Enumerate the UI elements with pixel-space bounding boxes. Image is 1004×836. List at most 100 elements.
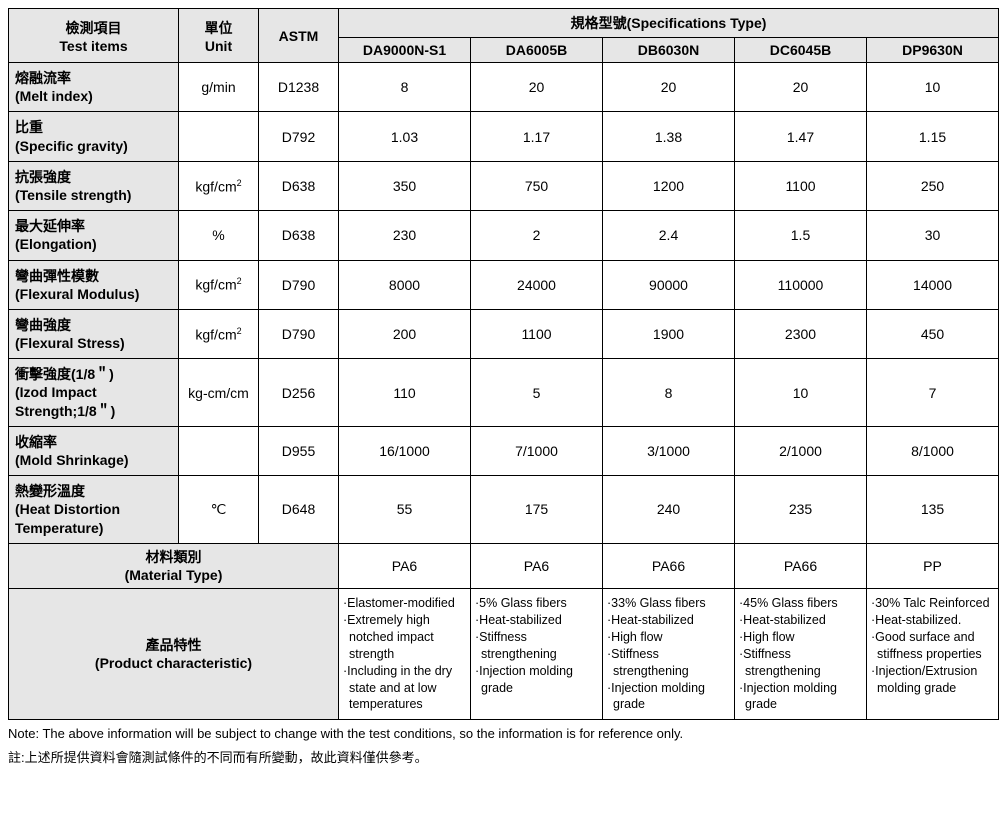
row-label: 抗張強度(Tensile strength) [9, 161, 179, 210]
characteristic-row: 產品特性 (Product characteristic) ·Elastomer… [9, 589, 999, 720]
data-cell: 250 [867, 161, 999, 210]
row-label: 熱變形溫度(Heat Distortion Temperature) [9, 476, 179, 544]
data-cell: 235 [735, 476, 867, 544]
data-cell: 10 [735, 359, 867, 427]
characteristic-line: ·Good surface and stiffness properties [871, 629, 994, 663]
table-row: 抗張強度(Tensile strength)kgf/cm2D638350750 1… [9, 161, 999, 210]
row-astm: D790 [259, 260, 339, 309]
material-0: PA6 [339, 543, 471, 588]
data-cell: 16/1000 [339, 426, 471, 475]
characteristic-line: ·5% Glass fibers [475, 595, 598, 612]
hdr-unit-en: Unit [205, 38, 232, 54]
data-cell: 30 [867, 211, 999, 260]
data-cell: 5 [471, 359, 603, 427]
data-cell: 750 [471, 161, 603, 210]
characteristic-line: ·Injection molding grade [475, 663, 598, 697]
data-cell: 3/1000 [603, 426, 735, 475]
note-zh: 註:上述所提供資料會隨測試條件的不同而有所變動，故此資料僅供參考。 [8, 748, 996, 768]
hdr-unit-zh: 單位 [205, 20, 233, 36]
characteristic-2: ·33% Glass fibers·Heat-stabilized·High f… [603, 589, 735, 720]
data-cell: 7 [867, 359, 999, 427]
data-cell: 240 [603, 476, 735, 544]
data-cell: 8 [339, 63, 471, 112]
hdr-spec-3: DC6045B [735, 38, 867, 63]
characteristic-line: ·45% Glass fibers [739, 595, 862, 612]
hdr-spec-1: DA6005B [471, 38, 603, 63]
row-astm: D638 [259, 161, 339, 210]
row-astm: D648 [259, 476, 339, 544]
characteristic-line: ·Elastomer-modified [343, 595, 466, 612]
row-unit: kg-cm/cm [179, 359, 259, 427]
characteristic-line: ·33% Glass fibers [607, 595, 730, 612]
characteristic-line: ·Including in the dry state and at low t… [343, 663, 466, 714]
table-row: 熔融流率(Melt index)g/minD1238820202010 [9, 63, 999, 112]
data-cell: 20 [471, 63, 603, 112]
characteristic-label-en: (Product characteristic) [95, 655, 252, 671]
data-cell: 90000 [603, 260, 735, 309]
row-label: 熔融流率(Melt index) [9, 63, 179, 112]
row-label: 比重(Specific gravity) [9, 112, 179, 161]
row-label: 彎曲強度(Flexural Stress) [9, 309, 179, 358]
characteristic-line: ·Heat-stabilized [607, 612, 730, 629]
row-label: 最大延伸率(Elongation) [9, 211, 179, 260]
table-row: 比重(Specific gravity)D7921.031.171.381.47… [9, 112, 999, 161]
material-2: PA66 [603, 543, 735, 588]
row-unit [179, 112, 259, 161]
data-cell: 14000 [867, 260, 999, 309]
data-cell: 1.17 [471, 112, 603, 161]
material-1: PA6 [471, 543, 603, 588]
characteristic-line: ·Heat-stabilized. [871, 612, 994, 629]
data-cell: 8/1000 [867, 426, 999, 475]
row-unit: % [179, 211, 259, 260]
characteristic-line: ·Heat-stabilized [739, 612, 862, 629]
row-unit: kgf/cm2 [179, 161, 259, 210]
spec-table: 檢測項目 Test items 單位 Unit ASTM 規格型號(Specif… [8, 8, 999, 720]
hdr-spec-0: DA9000N-S1 [339, 38, 471, 63]
table-row: 衝擊強度(1/8＂)(Izod Impact Strength;1/8＂)kg-… [9, 359, 999, 427]
table-row: 收縮率(Mold Shrinkage)D95516/10007/10003/10… [9, 426, 999, 475]
data-cell: 2 [471, 211, 603, 260]
characteristic-4: ·30% Talc Reinforced·Heat-stabilized.·Go… [867, 589, 999, 720]
data-cell: 1900 [603, 309, 735, 358]
data-cell: 7/1000 [471, 426, 603, 475]
hdr-test-items-en: Test items [59, 38, 127, 54]
material-label-en: (Material Type) [125, 567, 223, 583]
data-cell: 20 [735, 63, 867, 112]
data-cell: 2.4 [603, 211, 735, 260]
table-row: 熱變形溫度(Heat Distortion Temperature)℃D6485… [9, 476, 999, 544]
characteristic-label-zh: 產品特性 [146, 637, 202, 653]
data-cell: 1.38 [603, 112, 735, 161]
characteristic-line: ·30% Talc Reinforced [871, 595, 994, 612]
material-4: PP [867, 543, 999, 588]
hdr-spec-type: 規格型號(Specifications Type) [339, 9, 999, 38]
characteristic-0: ·Elastomer-modified·Extremely high notch… [339, 589, 471, 720]
row-astm: D256 [259, 359, 339, 427]
data-cell: 1.15 [867, 112, 999, 161]
data-cell: 1.5 [735, 211, 867, 260]
data-cell: 450 [867, 309, 999, 358]
table-row: 最大延伸率(Elongation)%D63823022.41.530 [9, 211, 999, 260]
characteristic-line: ·Stiffness strengthening [475, 629, 598, 663]
row-unit: g/min [179, 63, 259, 112]
data-cell: 20 [603, 63, 735, 112]
characteristic-1: ·5% Glass fibers·Heat-stabilized·Stiffne… [471, 589, 603, 720]
data-cell: 1100 [735, 161, 867, 210]
data-cell: 135 [867, 476, 999, 544]
row-label: 收縮率(Mold Shrinkage) [9, 426, 179, 475]
row-astm: D638 [259, 211, 339, 260]
data-cell: 1.47 [735, 112, 867, 161]
header-row-1: 檢測項目 Test items 單位 Unit ASTM 規格型號(Specif… [9, 9, 999, 38]
row-unit [179, 426, 259, 475]
data-cell: 2300 [735, 309, 867, 358]
material-3: PA66 [735, 543, 867, 588]
data-cell: 55 [339, 476, 471, 544]
data-cell: 24000 [471, 260, 603, 309]
data-cell: 8000 [339, 260, 471, 309]
characteristic-line: ·Injection/Extrusion molding grade [871, 663, 994, 697]
material-label: 材料類別 (Material Type) [9, 543, 339, 588]
data-cell: 350 [339, 161, 471, 210]
data-cell: 2/1000 [735, 426, 867, 475]
data-cell: 110000 [735, 260, 867, 309]
data-cell: 10 [867, 63, 999, 112]
material-row: 材料類別 (Material Type) PA6 PA6 PA66 PA66 P… [9, 543, 999, 588]
